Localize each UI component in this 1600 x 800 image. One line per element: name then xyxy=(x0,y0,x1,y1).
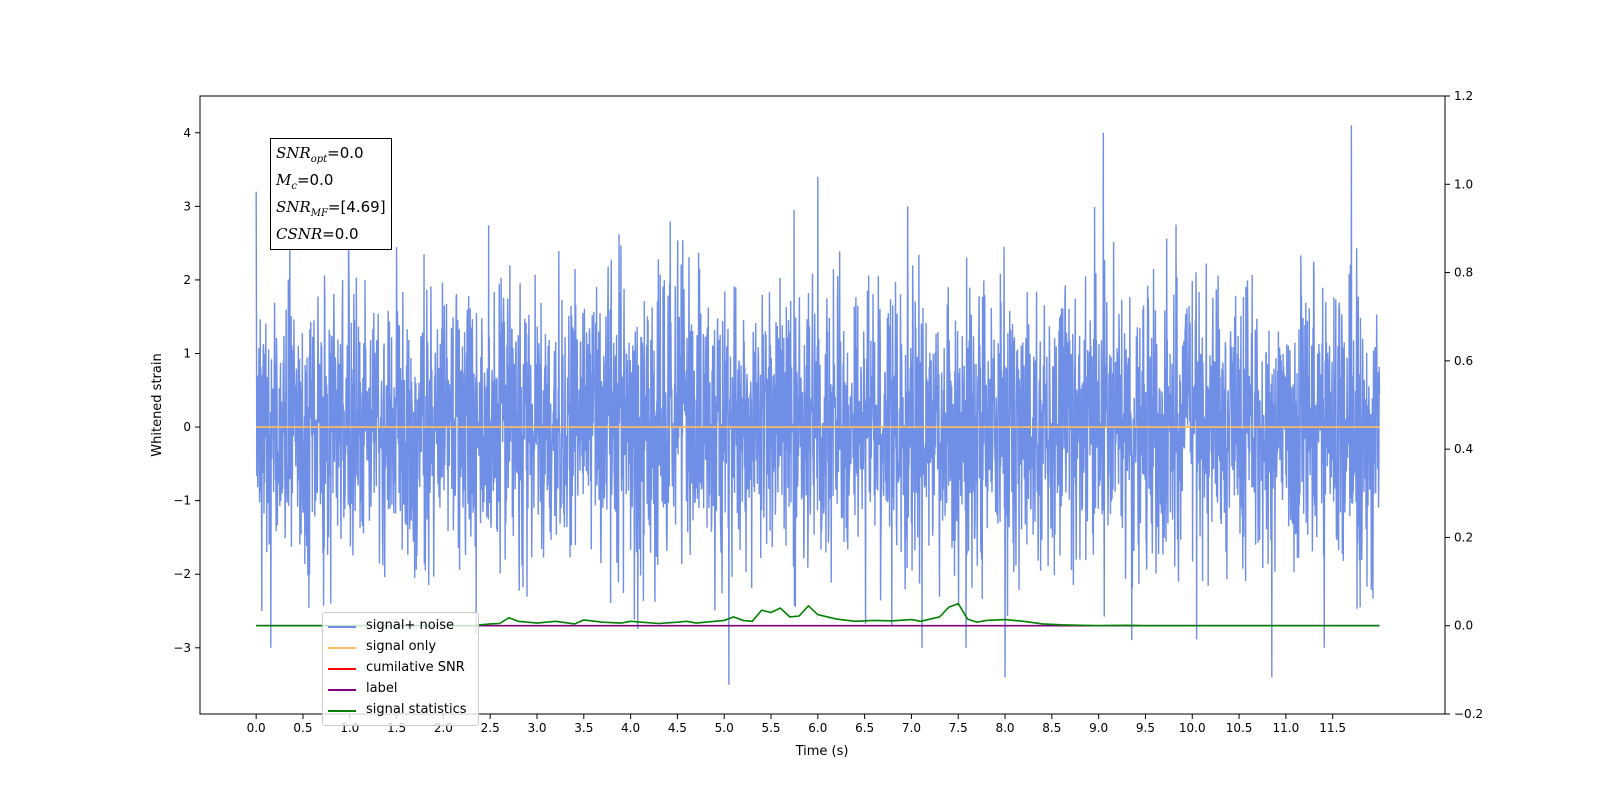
x-tick-label: 5.0 xyxy=(715,721,734,735)
annotation-line: SNRopt=0.0 xyxy=(276,143,386,170)
annotation-subscript: MF xyxy=(310,208,328,219)
y2-tick-label: 0.0 xyxy=(1454,619,1473,633)
x-tick-label: 7.5 xyxy=(949,721,968,735)
x-tick-label: 4.5 xyxy=(668,721,687,735)
y2-tick-label: 1.2 xyxy=(1454,89,1473,103)
legend-item: signal+ noise xyxy=(323,617,478,637)
x-tick-label: 2.5 xyxy=(481,721,500,735)
annotation-line: SNRMF=[4.69] xyxy=(276,197,386,224)
x-tick-label: 3.5 xyxy=(574,721,593,735)
legend-item: signal only xyxy=(323,638,478,658)
stats-annotation-box: SNRopt=0.0 Mc=0.0 SNRMF=[4.69] CSNR=0.0 xyxy=(270,138,392,250)
legend-label: signal statistics xyxy=(366,702,467,717)
x-tick-label: 9.0 xyxy=(1089,721,1108,735)
legend-label: signal+ noise xyxy=(366,618,455,633)
annotation-subscript: opt xyxy=(310,154,328,165)
x-tick-label: 9.5 xyxy=(1136,721,1155,735)
x-axis-label: Time (s) xyxy=(795,744,849,759)
legend-item: cumilative SNR xyxy=(323,659,478,679)
y-tick-label: 2 xyxy=(183,273,191,287)
y2-tick-label: 0.4 xyxy=(1454,442,1473,456)
x-tick-label: 8.0 xyxy=(995,721,1014,735)
x-tick-label: 6.5 xyxy=(855,721,874,735)
y-tick-label: −1 xyxy=(173,494,191,508)
y2-tick-label: −0.2 xyxy=(1454,707,1483,721)
y-tick-label: −2 xyxy=(173,567,191,581)
annotation-subscript: c xyxy=(291,181,297,192)
annotation-line: CSNR=0.0 xyxy=(276,224,386,245)
annotation-value: =0.0 xyxy=(322,225,359,243)
series-line-signal-plus-noise xyxy=(255,125,1381,685)
x-tick-label: 6.0 xyxy=(808,721,827,735)
x-tick-label: 10.5 xyxy=(1226,721,1253,735)
annotation-symbol: SNR xyxy=(276,144,311,162)
legend-label: label xyxy=(366,681,398,696)
x-tick-label: 7.0 xyxy=(902,721,921,735)
y2-tick-label: 0.2 xyxy=(1454,530,1473,544)
legend-swatch xyxy=(328,710,356,712)
y2-tick-label: 1.0 xyxy=(1454,177,1473,191)
y-tick-label: 4 xyxy=(183,126,191,140)
y2-tick-label: 0.8 xyxy=(1454,266,1473,280)
x-tick-label: 11.0 xyxy=(1273,721,1300,735)
legend-swatch xyxy=(328,668,356,670)
x-tick-label: 10.0 xyxy=(1179,721,1206,735)
annotation-value: =0.0 xyxy=(327,144,364,162)
y-tick-label: 3 xyxy=(183,199,191,213)
legend-label: signal only xyxy=(366,639,437,654)
x-tick-label: 5.5 xyxy=(761,721,780,735)
annotation-line: Mc=0.0 xyxy=(276,170,386,197)
x-tick-label: 0.0 xyxy=(247,721,266,735)
annotation-symbol: SNR xyxy=(276,198,311,216)
annotation-value: =[4.69] xyxy=(327,198,386,216)
series-line-signal-statistics xyxy=(256,602,1380,627)
x-tick-label: 8.5 xyxy=(1042,721,1061,735)
x-tick-label: 4.0 xyxy=(621,721,640,735)
legend-swatch xyxy=(328,689,356,691)
y2-tick-label: 0.6 xyxy=(1454,354,1473,368)
legend-label: cumilative SNR xyxy=(366,660,465,675)
plot-frame xyxy=(199,95,1446,715)
y-axis: −3 −2 −1 0 1 2 3 4 xyxy=(173,126,200,655)
y-axis-label: Whitened strain xyxy=(150,353,165,456)
x-tick-label: 3.0 xyxy=(527,721,546,735)
x-tick-label: 11.5 xyxy=(1319,721,1346,735)
annotation-symbol: CSNR xyxy=(276,225,323,243)
legend-item: signal statistics xyxy=(323,701,478,721)
legend-item: label xyxy=(323,680,478,700)
legend-swatch xyxy=(328,626,356,628)
legend-swatch xyxy=(328,647,356,649)
annotation-symbol: M xyxy=(276,171,292,189)
y-tick-label: −3 xyxy=(173,641,191,655)
legend: signal+ noise signal only cumilative SNR la… xyxy=(322,612,479,726)
y-tick-label: 1 xyxy=(183,347,191,361)
y-tick-label: 0 xyxy=(183,420,191,434)
annotation-value: =0.0 xyxy=(296,171,334,189)
x-tick-label: 0.5 xyxy=(293,721,312,735)
series-layer xyxy=(255,125,1381,685)
y2-axis: −0.2 0.0 0.2 0.4 0.6 0.8 1.0 1.2 xyxy=(1445,89,1483,721)
